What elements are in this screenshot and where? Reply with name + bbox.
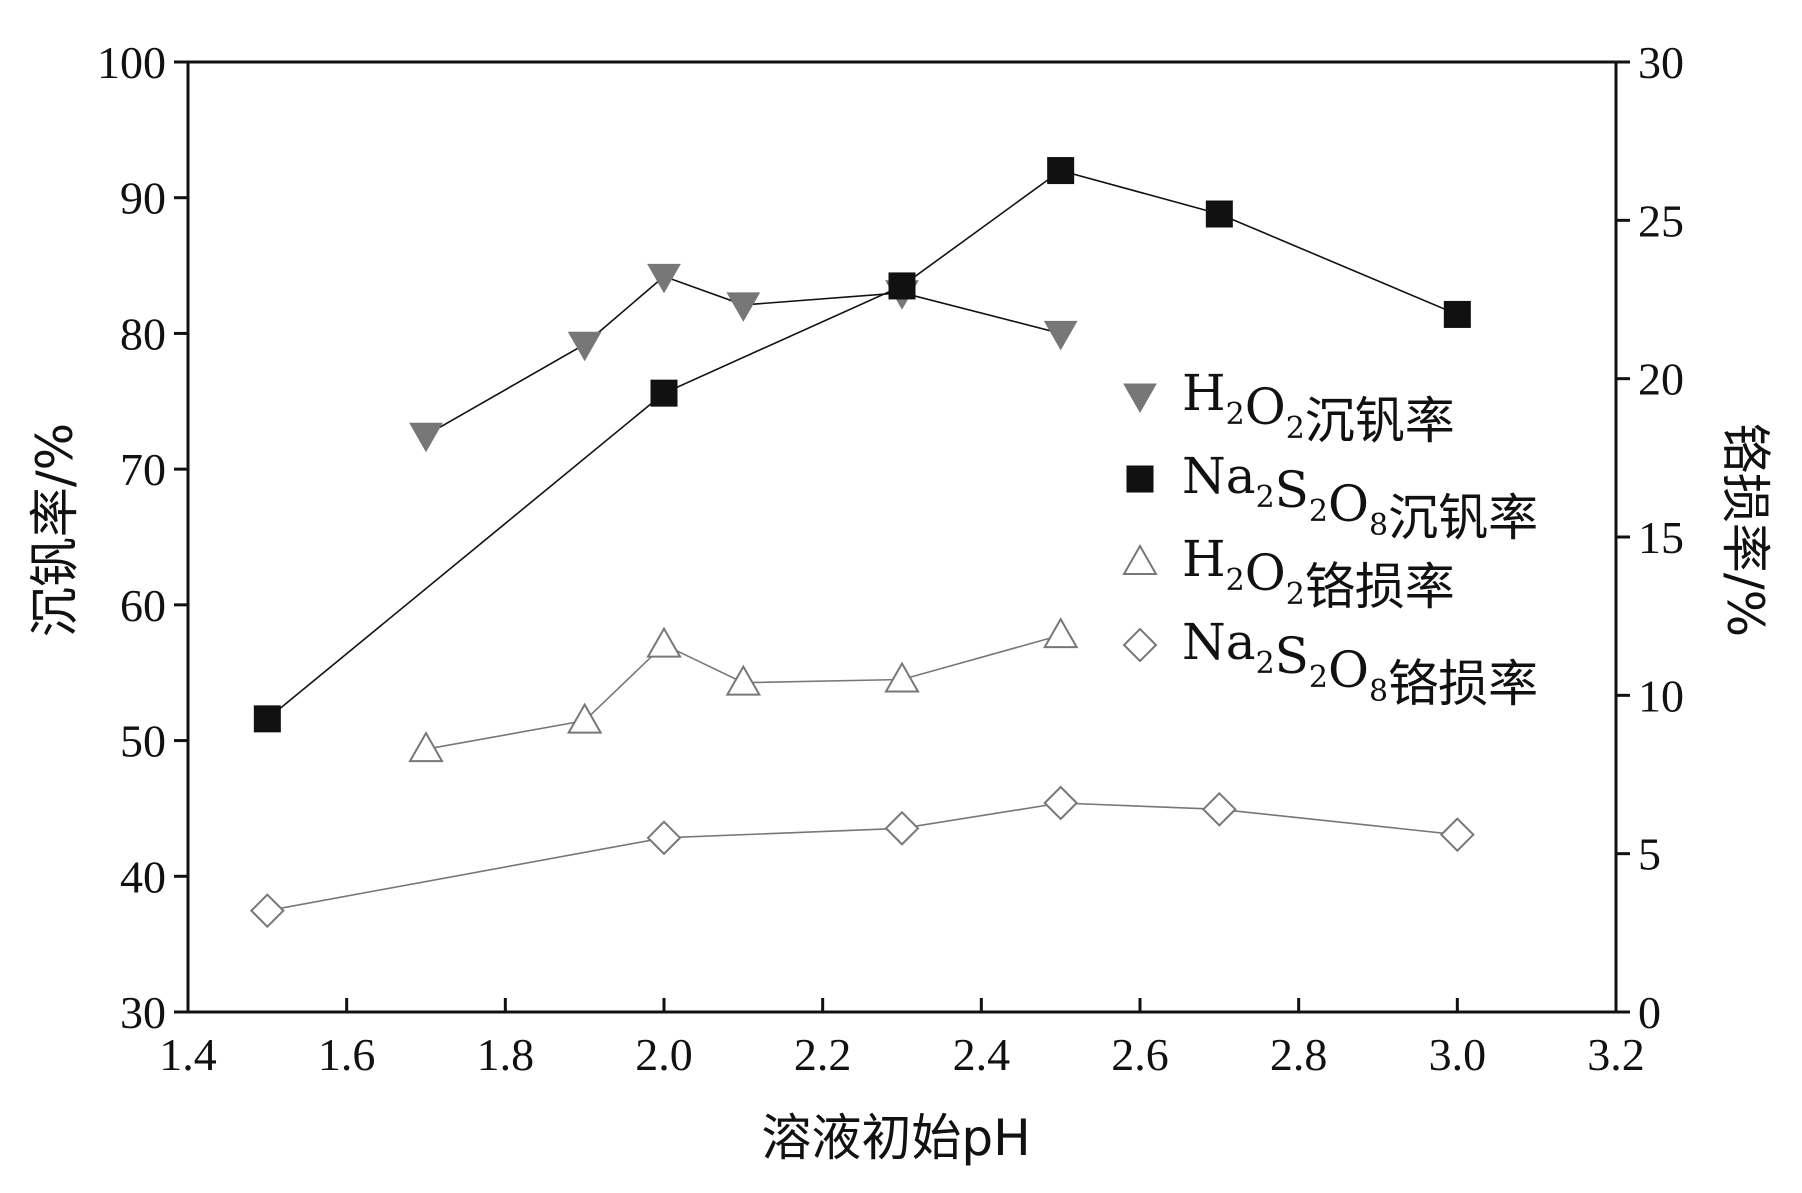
series-line-1 [266, 169, 1458, 720]
x-tick-label: 2.4 [953, 1029, 1011, 1080]
y-right-tick-label: 25 [1638, 195, 1684, 246]
x-tick-label: 2.2 [794, 1029, 852, 1080]
legend-marker [1123, 383, 1157, 414]
y-right-tick-label: 10 [1638, 670, 1684, 721]
data-point-2 [408, 731, 444, 763]
series-line-0 [425, 275, 1061, 436]
data-point-1 [253, 705, 281, 733]
y-left-tick-label: 30 [120, 987, 166, 1038]
data-point-2 [1042, 617, 1079, 649]
data-point-1 [1443, 300, 1471, 328]
y-left-tick-label: 70 [120, 444, 166, 495]
data-point-3 [646, 820, 682, 856]
data-point-2 [566, 702, 603, 734]
x-tick-label: 2.6 [1111, 1029, 1169, 1080]
y-right-tick-label: 20 [1638, 354, 1684, 405]
legend-marker [1126, 465, 1154, 493]
series-line-3 [267, 802, 1458, 912]
data-point-1 [1047, 157, 1075, 185]
legend-label: H2O2沉钒率 [1182, 364, 1455, 450]
data-point-2 [884, 661, 920, 693]
y-left-tick-label: 90 [120, 173, 166, 224]
y-right-tick-label: 0 [1638, 987, 1661, 1038]
legend-label: Na2S2O8铬损率 [1182, 613, 1538, 713]
data-point-0 [567, 331, 602, 362]
series-line-2 [425, 634, 1061, 750]
y-left-tick-label: 50 [120, 716, 166, 767]
x-tick-label: 1.4 [159, 1029, 217, 1080]
y-left-tick-label: 40 [120, 851, 166, 902]
data-point-2 [646, 626, 682, 658]
y-left-axis-label: 沉钒率/% [26, 423, 84, 637]
data-point-3 [1439, 817, 1475, 853]
series-lines [266, 169, 1458, 912]
y-left-tick-label: 80 [120, 308, 166, 359]
x-axis-label: 溶液初始pH [761, 1109, 1030, 1167]
data-point-0 [1043, 320, 1078, 351]
x-tick-label: 3.0 [1429, 1029, 1487, 1080]
series-markers [249, 157, 1475, 929]
x-tick-label: 2.0 [635, 1029, 693, 1080]
data-point-0 [409, 422, 443, 453]
legend-marker [1122, 543, 1158, 575]
data-point-3 [884, 810, 920, 846]
y-right-axis-label: 铬损率/% [1716, 423, 1774, 637]
data-point-1 [650, 379, 678, 407]
y-right-tick-label: 30 [1638, 37, 1684, 88]
x-tick-label: 1.6 [318, 1029, 376, 1080]
data-point-3 [1201, 791, 1237, 827]
axes: 1.4 1.6 1.8 2.0 2.2 2.4 2.6 2.8 3.0 3.23040506070… [97, 37, 1684, 1080]
data-point-1 [888, 272, 916, 300]
data-point-0 [726, 292, 761, 322]
x-tick-label: 1.8 [477, 1029, 535, 1080]
y-right-tick-label: 5 [1638, 829, 1661, 880]
x-tick-label: 2.8 [1270, 1029, 1328, 1080]
data-point-3 [249, 893, 285, 929]
data-point-0 [647, 263, 681, 294]
y-left-tick-label: 60 [120, 580, 166, 631]
y-left-tick-label: 100 [97, 37, 166, 88]
data-point-1 [1205, 200, 1233, 228]
data-point-3 [1043, 785, 1079, 821]
legend-marker [1122, 627, 1158, 663]
x-tick-label: 3.2 [1587, 1029, 1645, 1080]
legend-label: H2O2铬损率 [1182, 530, 1455, 616]
y-right-tick-label: 15 [1638, 512, 1684, 563]
legend-label: Na2S2O8沉钒率 [1182, 447, 1538, 547]
data-point-2 [725, 664, 762, 696]
